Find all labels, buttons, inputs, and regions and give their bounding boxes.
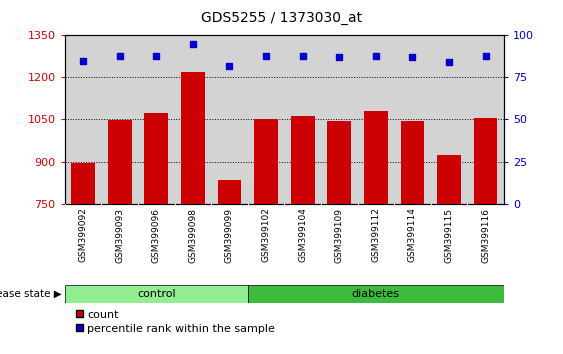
Text: GSM399104: GSM399104 xyxy=(298,207,307,263)
Point xyxy=(372,53,381,58)
Bar xyxy=(248,285,504,303)
Point xyxy=(188,41,197,47)
Text: GSM399102: GSM399102 xyxy=(262,207,270,263)
Text: GSM399112: GSM399112 xyxy=(372,207,380,263)
Text: GSM399116: GSM399116 xyxy=(481,207,490,263)
Text: count: count xyxy=(87,310,119,320)
Text: GDS5255 / 1373030_at: GDS5255 / 1373030_at xyxy=(201,11,362,25)
Bar xyxy=(144,113,168,204)
Bar xyxy=(291,116,315,204)
Bar xyxy=(108,120,132,204)
Bar xyxy=(437,155,461,204)
Point xyxy=(225,63,234,69)
Text: GSM399093: GSM399093 xyxy=(115,207,124,263)
Text: GSM399114: GSM399114 xyxy=(408,207,417,263)
Text: GSM399115: GSM399115 xyxy=(445,207,453,263)
Bar xyxy=(181,72,205,204)
Text: GSM399092: GSM399092 xyxy=(79,207,87,263)
Point xyxy=(115,53,124,58)
Bar xyxy=(327,121,351,204)
Bar xyxy=(254,119,278,204)
Text: control: control xyxy=(137,289,176,299)
Text: GSM399109: GSM399109 xyxy=(335,207,343,263)
Text: GSM399098: GSM399098 xyxy=(189,207,197,263)
Bar xyxy=(473,118,498,204)
Point xyxy=(445,59,454,65)
Text: GSM399096: GSM399096 xyxy=(152,207,160,263)
Point xyxy=(408,55,417,60)
Point xyxy=(298,53,307,58)
Text: percentile rank within the sample: percentile rank within the sample xyxy=(87,324,275,334)
Bar xyxy=(65,285,248,303)
Point xyxy=(261,53,270,58)
Bar xyxy=(400,121,425,204)
Text: diabetes: diabetes xyxy=(352,289,400,299)
Text: disease state ▶: disease state ▶ xyxy=(0,289,62,299)
Point xyxy=(152,53,161,58)
Bar xyxy=(217,180,242,204)
Point xyxy=(334,55,343,60)
Bar xyxy=(71,164,95,204)
Point xyxy=(79,58,88,63)
Text: GSM399099: GSM399099 xyxy=(225,207,234,263)
Bar xyxy=(364,111,388,204)
Point xyxy=(481,53,490,58)
